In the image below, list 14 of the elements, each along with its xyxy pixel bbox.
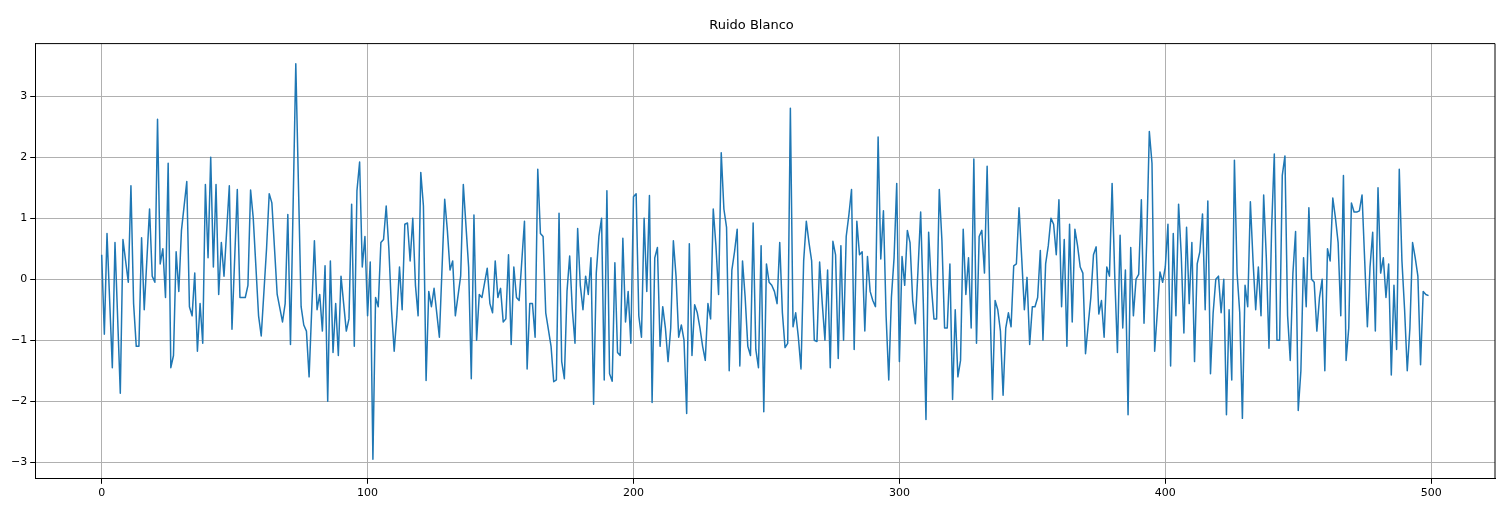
y-tick-label: −2: [11, 394, 28, 408]
y-tick-label: −1: [11, 333, 28, 347]
x-tick-label: 500: [1420, 486, 1442, 500]
y-tick-label: 2: [20, 149, 28, 163]
y-tick-label: 0: [20, 272, 28, 286]
x-tick-label: 300: [888, 486, 910, 500]
y-tick-label: 1: [20, 211, 28, 225]
x-tick-label: 0: [98, 486, 106, 500]
y-tick-label: 3: [20, 88, 28, 102]
x-tick-label: 400: [1154, 486, 1176, 500]
x-tick-label: 200: [622, 486, 644, 500]
x-tick-label: 100: [357, 486, 379, 500]
chart-title: Ruido Blanco: [709, 17, 794, 33]
y-tick-label: −3: [11, 455, 28, 469]
